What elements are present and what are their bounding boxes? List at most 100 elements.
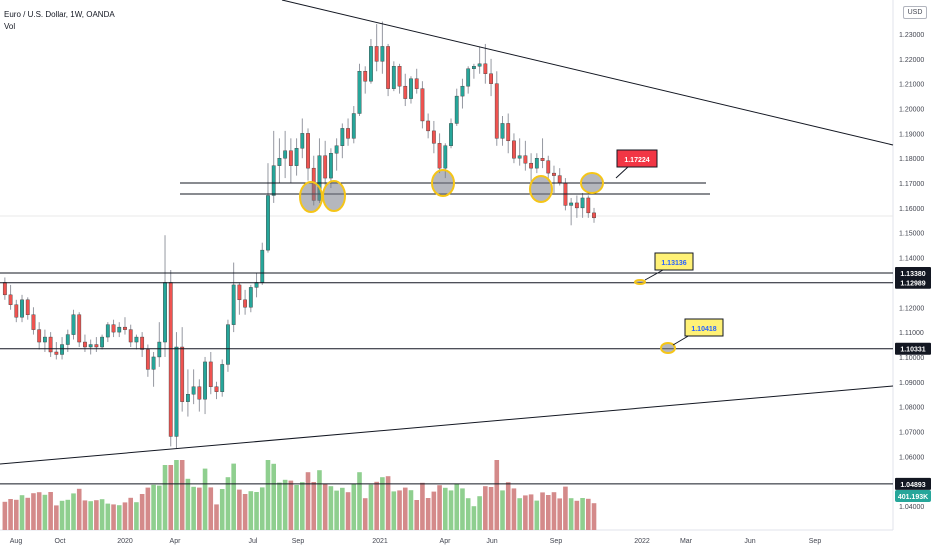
descending-trendline[interactable]: [281, 0, 894, 146]
ascending-trendline[interactable]: [0, 385, 894, 465]
volume-bar: [500, 490, 505, 530]
volume-bar: [345, 492, 351, 530]
candle-body: [128, 329, 133, 343]
candle-body: [2, 282, 7, 296]
volume-bar: [574, 500, 580, 530]
candle-body: [271, 165, 276, 196]
callout-leader: [615, 165, 630, 179]
candle-body: [191, 386, 196, 395]
candle-body: [260, 249, 265, 283]
candle-body: [529, 162, 534, 169]
candle-body: [523, 155, 528, 164]
candle-body: [369, 46, 373, 82]
volume-bar: [545, 495, 551, 530]
volume-bar: [300, 482, 305, 530]
volume-bar: [191, 486, 196, 530]
callout-yellow[interactable]: 1.10418: [672, 318, 724, 346]
candle-body: [557, 175, 562, 184]
volume-bar: [402, 487, 408, 530]
candle-body: [220, 364, 225, 392]
volume-bar: [517, 498, 522, 530]
volume-bar: [2, 501, 8, 530]
price-tick: 1.11000: [899, 330, 924, 337]
candle-body: [151, 356, 156, 370]
price-tick: 1.12000: [899, 305, 924, 312]
candle-body: [248, 287, 253, 308]
volume-bar: [294, 485, 299, 530]
candle-body: [237, 284, 242, 301]
candle-body: [60, 344, 64, 355]
volume-bar: [197, 487, 202, 530]
price-tick: 1.19000: [899, 131, 924, 138]
volume-bar: [271, 463, 276, 530]
volume-bars: [2, 460, 597, 530]
volume-bar: [368, 484, 374, 530]
volume-bar: [322, 483, 328, 530]
candle-body: [71, 314, 76, 335]
volume-bar: [25, 497, 31, 530]
callout-text: 1.17224: [624, 157, 649, 164]
candle-body: [117, 326, 122, 333]
candle-body: [517, 155, 522, 159]
volume-bar: [391, 491, 397, 530]
candle-body: [574, 202, 579, 209]
candle-body: [409, 78, 413, 99]
time-tick: Sep: [809, 538, 822, 545]
callout-red[interactable]: 1.17224: [615, 149, 658, 179]
time-tick: Jul: [249, 538, 258, 545]
volume-bar: [202, 468, 208, 530]
callout-box: [684, 318, 724, 337]
candle-body: [214, 386, 219, 392]
callout-yellow[interactable]: 1.13136: [644, 252, 694, 281]
volume-bar: [19, 495, 25, 530]
volume-bar: [237, 489, 242, 530]
volume-bar: [99, 499, 105, 530]
volume-bar: [408, 490, 414, 530]
volume-bar: [179, 460, 185, 530]
candle-body: [580, 197, 585, 209]
candle-body: [288, 150, 293, 166]
volume-bar: [454, 484, 460, 530]
time-tick: Sep: [292, 538, 305, 545]
volume-indicator-label[interactable]: Vol: [4, 22, 16, 31]
symbol-title[interactable]: Euro / U.S. Dollar, 1W, OANDA: [4, 10, 115, 19]
candle-body: [357, 71, 362, 114]
level-badge-text: 1.13380: [900, 271, 925, 278]
level-badge-text: 1.10331: [900, 347, 925, 354]
price-tick: 1.15000: [899, 231, 924, 238]
candle-body: [477, 63, 482, 67]
level-badge: [895, 276, 931, 289]
candle-body: [174, 346, 179, 437]
candle-body: [14, 304, 19, 318]
candle-body: [506, 123, 511, 142]
candle-body: [203, 361, 207, 400]
candle-body: [100, 336, 105, 348]
candle-body: [243, 299, 247, 308]
volume-bar: [71, 493, 76, 530]
volume-bar: [505, 482, 511, 530]
candle-body: [494, 83, 499, 139]
volume-bar: [76, 488, 82, 530]
candle-body: [403, 85, 408, 99]
candle-body: [431, 130, 436, 144]
candle-body: [197, 386, 202, 400]
candle-body: [208, 361, 213, 387]
candle-body: [460, 85, 465, 97]
candle-body: [380, 46, 385, 62]
volume-bar: [443, 487, 448, 530]
volume-bar: [31, 493, 36, 530]
volume-bar: [219, 489, 225, 530]
price-tick: 1.16000: [899, 206, 924, 213]
time-tick: Jun: [486, 538, 497, 545]
volume-bar: [225, 477, 231, 530]
currency-unit-button[interactable]: USD: [903, 6, 927, 19]
volume-bar: [528, 494, 534, 530]
volume-bar: [563, 486, 568, 530]
candle-body: [374, 46, 379, 62]
volume-bar: [231, 463, 236, 530]
time-tick: Apr: [440, 538, 452, 545]
candle-body: [231, 284, 236, 325]
callout-leader: [644, 269, 664, 281]
